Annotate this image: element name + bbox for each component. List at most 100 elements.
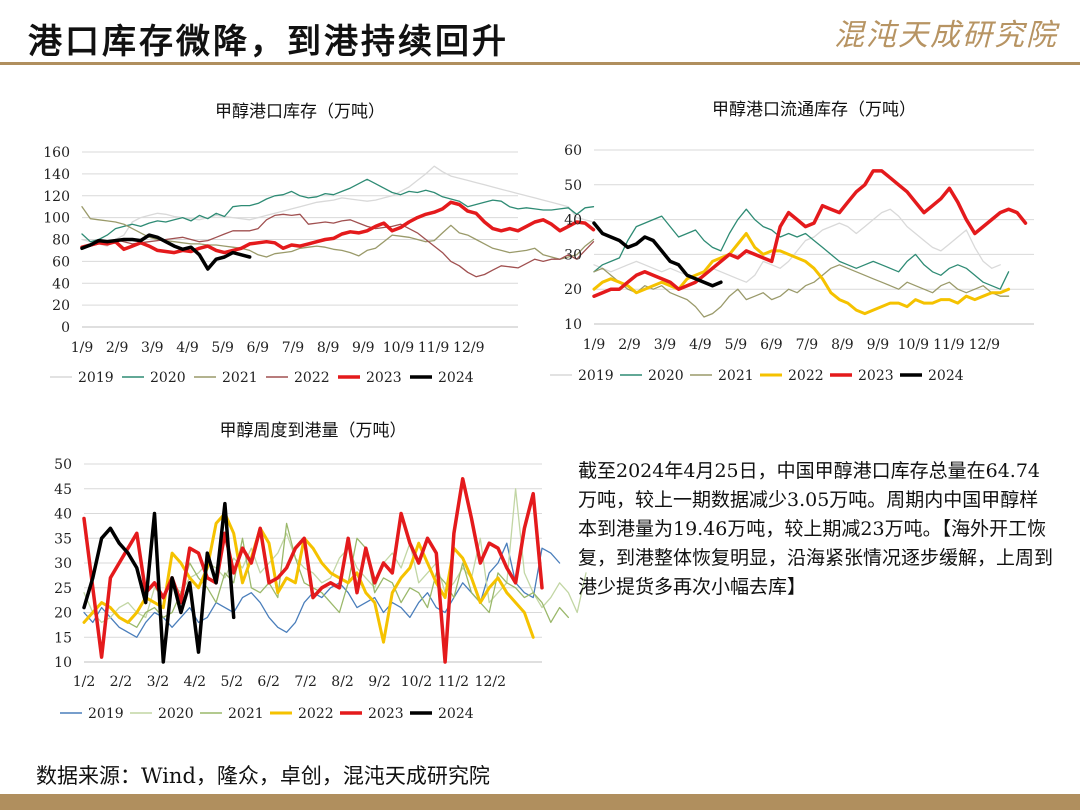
series-line-2019 bbox=[593, 208, 1001, 283]
y-tick-label: 160 bbox=[43, 145, 70, 161]
series-line-2020 bbox=[81, 178, 595, 243]
x-tick-label: 5/9 bbox=[725, 337, 748, 353]
series-line-2021 bbox=[83, 522, 570, 628]
y-tick-label: 40 bbox=[54, 507, 72, 523]
x-tick-label: 11/9 bbox=[933, 337, 964, 353]
y-tick-label: 20 bbox=[54, 606, 72, 622]
x-tick-label: 2/2 bbox=[110, 674, 133, 690]
x-tick-label: 4/9 bbox=[176, 340, 199, 356]
title-divider bbox=[0, 62, 1080, 65]
chart-title: 甲醇港口库存（万吨） bbox=[215, 102, 385, 122]
x-tick-label: 1/9 bbox=[71, 340, 94, 356]
port-inventory-chart: 甲醇港口库存（万吨） 0 20 40 60 80 100 120 140 160 1/9 2/9 3/9… bbox=[0, 90, 596, 400]
legend-label: 2024 bbox=[438, 370, 474, 386]
x-tick-label: 5/9 bbox=[211, 340, 234, 356]
y-tick-label: 25 bbox=[54, 581, 72, 597]
x-tick-label: 6/9 bbox=[247, 340, 270, 356]
y-tick-label: 60 bbox=[564, 143, 582, 159]
legend-label: 2020 bbox=[150, 370, 186, 386]
x-tick-label: 10/2 bbox=[401, 674, 432, 690]
legend-label: 2023 bbox=[858, 368, 894, 384]
x-tick-label: 1/2 bbox=[73, 674, 96, 690]
legend-label: 2022 bbox=[294, 370, 330, 386]
legend-label: 2023 bbox=[368, 706, 404, 722]
legend-label: 2019 bbox=[88, 706, 124, 722]
y-tick-label: 120 bbox=[43, 189, 70, 205]
y-tick-label: 15 bbox=[54, 630, 72, 646]
x-tick-label: 6/2 bbox=[257, 674, 280, 690]
x-tick-label: 9/2 bbox=[368, 674, 391, 690]
series-line-2020 bbox=[593, 208, 1010, 290]
x-tick-label: 5/2 bbox=[220, 674, 243, 690]
chart-svg: 甲醇周度到港量（万吨） 10 15 20 25 30 35 40 45 50 1/2 2/2 3/2 4/… bbox=[54, 421, 587, 722]
x-tick-label: 1/9 bbox=[583, 337, 606, 353]
x-tick-label: 8/9 bbox=[317, 340, 340, 356]
y-tick-label: 40 bbox=[564, 213, 582, 229]
y-tick-label: 50 bbox=[564, 178, 582, 194]
series-line-2024 bbox=[80, 233, 252, 271]
legend-label: 2022 bbox=[788, 368, 824, 384]
legend-label: 2022 bbox=[298, 706, 334, 722]
legend-label: 2020 bbox=[648, 368, 684, 384]
series-line-2022 bbox=[81, 213, 595, 278]
y-tick-label: 50 bbox=[54, 457, 72, 473]
x-tick-label: 3/9 bbox=[141, 340, 164, 356]
page-title: 港口库存微降，到港持续回升 bbox=[28, 22, 509, 62]
y-tick-label: 60 bbox=[52, 254, 70, 270]
x-tick-label: 6/9 bbox=[760, 337, 783, 353]
y-tick-label: 45 bbox=[54, 482, 72, 498]
brand-logo: 混沌天成研究院 bbox=[834, 18, 1058, 53]
weekly-arrivals-chart: 甲醇周度到港量（万吨） 10 15 20 25 30 35 40 45 50 1/2 2/2 3/2 4/… bbox=[0, 416, 587, 736]
y-tick-label: 80 bbox=[52, 233, 70, 249]
x-tick-label: 7/2 bbox=[294, 674, 317, 690]
chart-title: 甲醇周度到港量（万吨） bbox=[220, 421, 407, 441]
chart-svg: 甲醇港口库存（万吨） 0 20 40 60 80 100 120 140 160 1/9 2/9 3/9… bbox=[43, 102, 596, 386]
x-tick-label: 9/9 bbox=[867, 337, 890, 353]
chart-svg: 甲醇港口流通库存（万吨） 10 20 30 40 50 60 1/9 2/9 3/9 4/9 5/9 6… bbox=[550, 100, 1034, 384]
series-line-2024 bbox=[592, 221, 723, 288]
x-tick-label: 7/9 bbox=[796, 337, 819, 353]
x-tick-label: 10/9 bbox=[898, 337, 929, 353]
y-tick-label: 35 bbox=[54, 531, 72, 547]
circulating-inventory-chart: 甲醇港口流通库存（万吨） 10 20 30 40 50 60 1/9 2/9 3/9 4/9 5/9 6… bbox=[540, 90, 1080, 400]
x-tick-label: 9/9 bbox=[352, 340, 375, 356]
y-tick-label: 100 bbox=[43, 211, 70, 227]
y-tick-label: 140 bbox=[43, 167, 70, 183]
summary-note: 截至2024年4月25日，中国甲醇港口库存总量在64.74万吨，较上一期数据减少… bbox=[578, 460, 1054, 598]
legend-label: 2021 bbox=[228, 706, 264, 722]
x-tick-label: 2/9 bbox=[106, 340, 129, 356]
legend-label: 2023 bbox=[366, 370, 402, 386]
x-tick-label: 11/9 bbox=[418, 340, 449, 356]
y-tick-label: 0 bbox=[61, 320, 70, 336]
x-tick-label: 7/9 bbox=[282, 340, 305, 356]
y-tick-label: 30 bbox=[564, 247, 582, 263]
x-tick-label: 4/9 bbox=[689, 337, 712, 353]
legend-label: 2021 bbox=[718, 368, 754, 384]
y-tick-label: 10 bbox=[564, 317, 582, 333]
x-tick-label: 8/2 bbox=[331, 674, 354, 690]
footer-bar bbox=[0, 794, 1080, 810]
y-tick-label: 20 bbox=[52, 298, 70, 314]
legend-label: 2020 bbox=[158, 706, 194, 722]
series-line-2023 bbox=[80, 200, 596, 255]
y-tick-label: 30 bbox=[54, 556, 72, 572]
series-line-2022 bbox=[592, 232, 1011, 316]
series-line-2023 bbox=[592, 169, 1028, 298]
x-tick-label: 12/2 bbox=[475, 674, 506, 690]
x-tick-label: 4/2 bbox=[184, 674, 207, 690]
y-tick-label: 10 bbox=[54, 655, 72, 671]
x-tick-label: 10/9 bbox=[383, 340, 414, 356]
x-tick-label: 3/9 bbox=[654, 337, 677, 353]
legend-label: 2019 bbox=[578, 368, 614, 384]
data-source: 数据来源：Wind，隆众，卓创，混沌天成研究院 bbox=[36, 764, 490, 788]
x-tick-label: 12/9 bbox=[969, 337, 1000, 353]
legend-label: 2019 bbox=[78, 370, 114, 386]
series-line-2019 bbox=[81, 165, 595, 247]
legend-label: 2024 bbox=[438, 706, 474, 722]
x-tick-label: 2/9 bbox=[618, 337, 641, 353]
legend-label: 2024 bbox=[928, 368, 964, 384]
series-line-2024 bbox=[82, 501, 236, 664]
x-tick-label: 3/2 bbox=[147, 674, 170, 690]
legend-label: 2021 bbox=[222, 370, 258, 386]
y-tick-label: 20 bbox=[564, 282, 582, 298]
